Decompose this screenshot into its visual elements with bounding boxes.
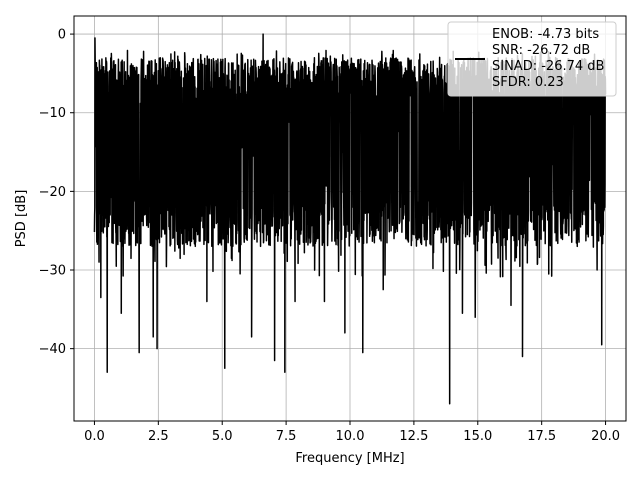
x-tick-label: 20.0 — [591, 429, 620, 444]
x-tick-label: 15.0 — [463, 429, 492, 444]
x-tick-label: 7.5 — [276, 429, 297, 444]
y-axis-label: PSD [dB] — [14, 190, 29, 248]
x-tick-label: 17.5 — [527, 429, 556, 444]
x-tick-label: 2.5 — [148, 429, 169, 444]
x-tick-label: 12.5 — [399, 429, 428, 444]
x-axis-ticks: 0.0 2.5 5.0 7.5 10.0 12.5 15.0 17.5 20.0 — [84, 421, 620, 444]
series-line — [93, 33, 607, 405]
x-tick-label: 0.0 — [84, 429, 105, 444]
y-tick-label: −20 — [39, 185, 66, 200]
legend-box — [447, 21, 617, 97]
legend-text-enob: ENOB: -4.73 bits — [492, 27, 599, 42]
legend-text-sinad: SINAD: -26.74 dB — [492, 59, 604, 74]
psd-series-line — [93, 33, 607, 405]
legend: ENOB: -4.73 bits SNR: -26.72 dB SINAD: -… — [447, 21, 617, 97]
y-tick-label: −30 — [39, 264, 66, 279]
legend-text-sfdr: SFDR: 0.23 — [492, 75, 564, 90]
y-axis-ticks: 0 −10 −20 −30 −40 — [39, 28, 74, 357]
y-tick-label: 0 — [58, 28, 66, 43]
x-tick-label: 10.0 — [336, 429, 365, 444]
y-tick-label: −10 — [39, 106, 66, 121]
y-tick-label: −40 — [39, 342, 66, 357]
x-tick-label: 5.0 — [212, 429, 233, 444]
x-axis-label: Frequency [MHz] — [295, 451, 404, 466]
legend-text-snr: SNR: -26.72 dB — [492, 43, 590, 58]
